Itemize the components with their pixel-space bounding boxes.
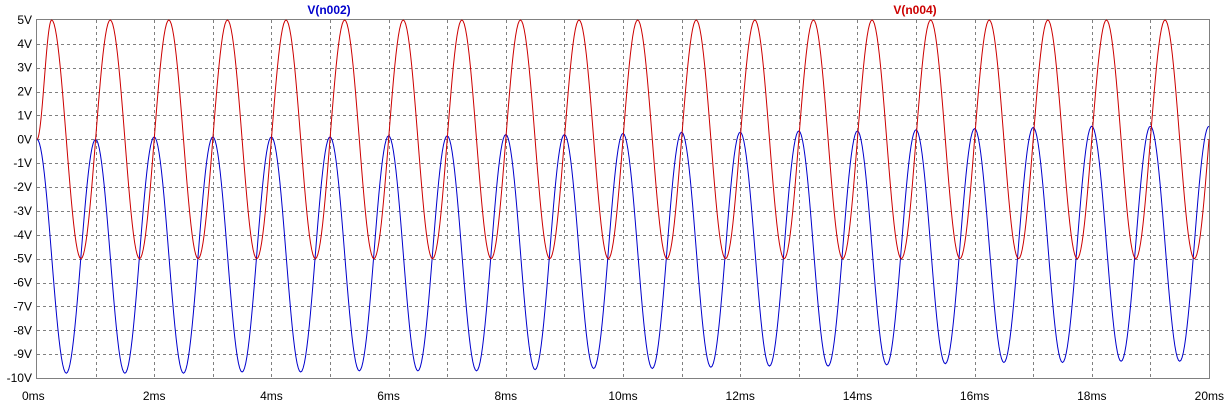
y-tick-label: 3V <box>17 61 32 75</box>
x-tick-label: 0ms <box>22 389 45 403</box>
y-tick-label: 1V <box>17 108 32 122</box>
x-tick-label: 18ms <box>1077 389 1106 403</box>
plot-frame <box>36 19 1210 379</box>
y-tick-label: -5V <box>13 252 32 266</box>
trace-label-v-n004: V(n004) <box>893 3 936 17</box>
series-layer <box>36 19 1210 374</box>
y-tick-label: -6V <box>13 276 32 290</box>
y-tick-label: -7V <box>13 299 32 313</box>
y-tick-label: -9V <box>13 347 32 361</box>
series-line-v-n004 <box>36 19 1210 260</box>
x-tick-label: 16ms <box>960 389 989 403</box>
x-tick-label: 2ms <box>143 389 166 403</box>
x-tick-label: 20ms <box>1195 389 1224 403</box>
y-tick-label: -4V <box>13 228 32 242</box>
grid-layer <box>37 20 1209 378</box>
y-tick-label: 2V <box>17 85 32 99</box>
y-tick-label: -8V <box>13 323 32 337</box>
y-tick-label: 0V <box>17 132 32 146</box>
x-tick-label: 8ms <box>494 389 517 403</box>
y-tick-label: -3V <box>13 204 32 218</box>
x-tick-label: 14ms <box>843 389 872 403</box>
x-tick-label: 4ms <box>260 389 283 403</box>
y-tick-label: 5V <box>17 13 32 27</box>
x-axis-tick-labels: 0ms 2ms 4ms 6ms 8ms 10ms 12ms 14ms 16ms 18ms 20ms <box>22 389 1224 403</box>
y-tick-label: -1V <box>13 156 32 170</box>
x-tick-label: 10ms <box>608 389 637 403</box>
x-tick-label: 6ms <box>377 389 400 403</box>
trace-label-v-n002: V(n002) <box>307 3 350 17</box>
x-tick-label: 12ms <box>726 389 755 403</box>
y-tick-label: 4V <box>17 37 32 51</box>
y-tick-label: -10V <box>7 371 32 385</box>
y-tick-label: -2V <box>13 180 32 194</box>
y-axis-tick-labels: 5V 4V 3V 2V 1V 0V -1V -2V -3V -4V -5V -6V -7V -8V -9V -… <box>7 13 32 385</box>
